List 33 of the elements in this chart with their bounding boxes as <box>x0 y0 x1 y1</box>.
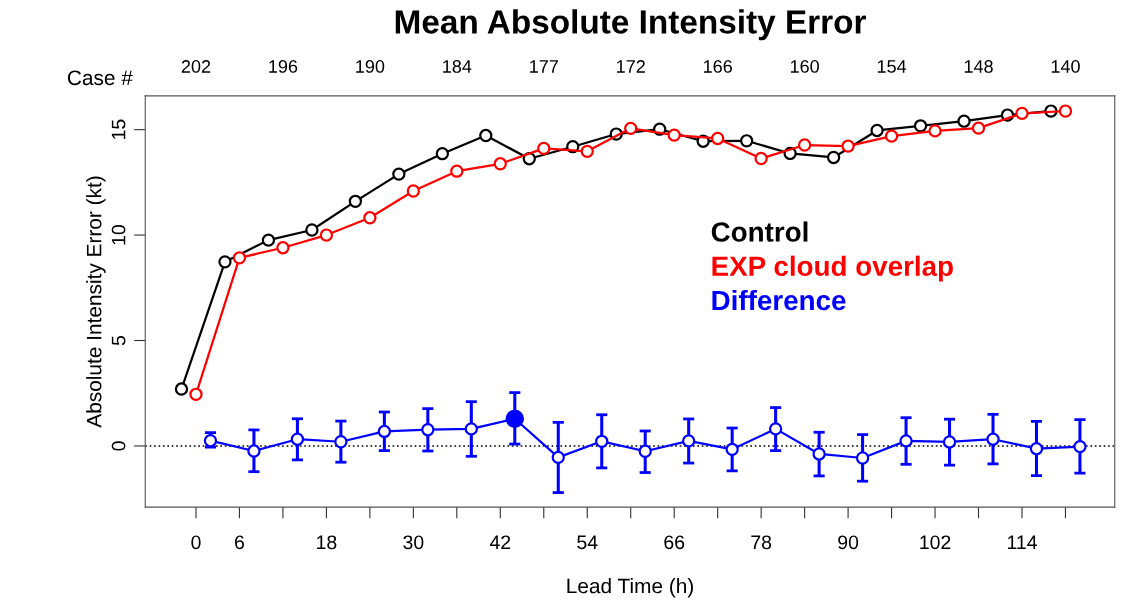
x-tick-label: 114 <box>1007 535 1037 549</box>
text: 202 <box>181 60 211 73</box>
x-tick-label: 42 <box>489 535 511 549</box>
text: 140 <box>1051 60 1080 73</box>
text: Difference <box>712 289 846 311</box>
x-tick-label: 0 <box>191 535 201 550</box>
text: 184 <box>443 60 472 73</box>
y-tick-label: 10 <box>111 225 126 245</box>
text: 160 <box>790 60 819 73</box>
text: 196 <box>269 60 298 73</box>
x-tick-label: 66 <box>664 535 685 550</box>
y-tick-label: 5 <box>111 335 126 346</box>
y-tick-label: 0 <box>111 441 126 451</box>
y-axis-title: Absolute Intensity Error (kt) <box>86 176 106 428</box>
x-tick-label: 6 <box>235 535 244 550</box>
text: 177 <box>530 60 558 73</box>
chart-title: Mean Absolute Intensity Error <box>395 9 866 41</box>
text: 190 <box>356 60 385 73</box>
text: Control <box>711 221 808 242</box>
x-tick-label: 18 <box>317 535 337 550</box>
text: 148 <box>964 60 993 73</box>
x-axis-title: Lead Time (h) <box>567 578 693 598</box>
text: 166 <box>703 60 732 73</box>
x-tick-label: 102 <box>920 535 951 550</box>
text: Case # <box>67 70 133 86</box>
x-tick-label: 54 <box>577 535 598 550</box>
x-tick-label: 30 <box>403 535 424 550</box>
x-tick-label: 78 <box>751 535 772 550</box>
text: 172 <box>617 60 645 73</box>
x-tick-label: 90 <box>838 535 859 550</box>
text: EXP cloud overlap <box>712 255 953 282</box>
y-tick-label: 15 <box>111 119 126 139</box>
text: 154 <box>877 60 907 73</box>
